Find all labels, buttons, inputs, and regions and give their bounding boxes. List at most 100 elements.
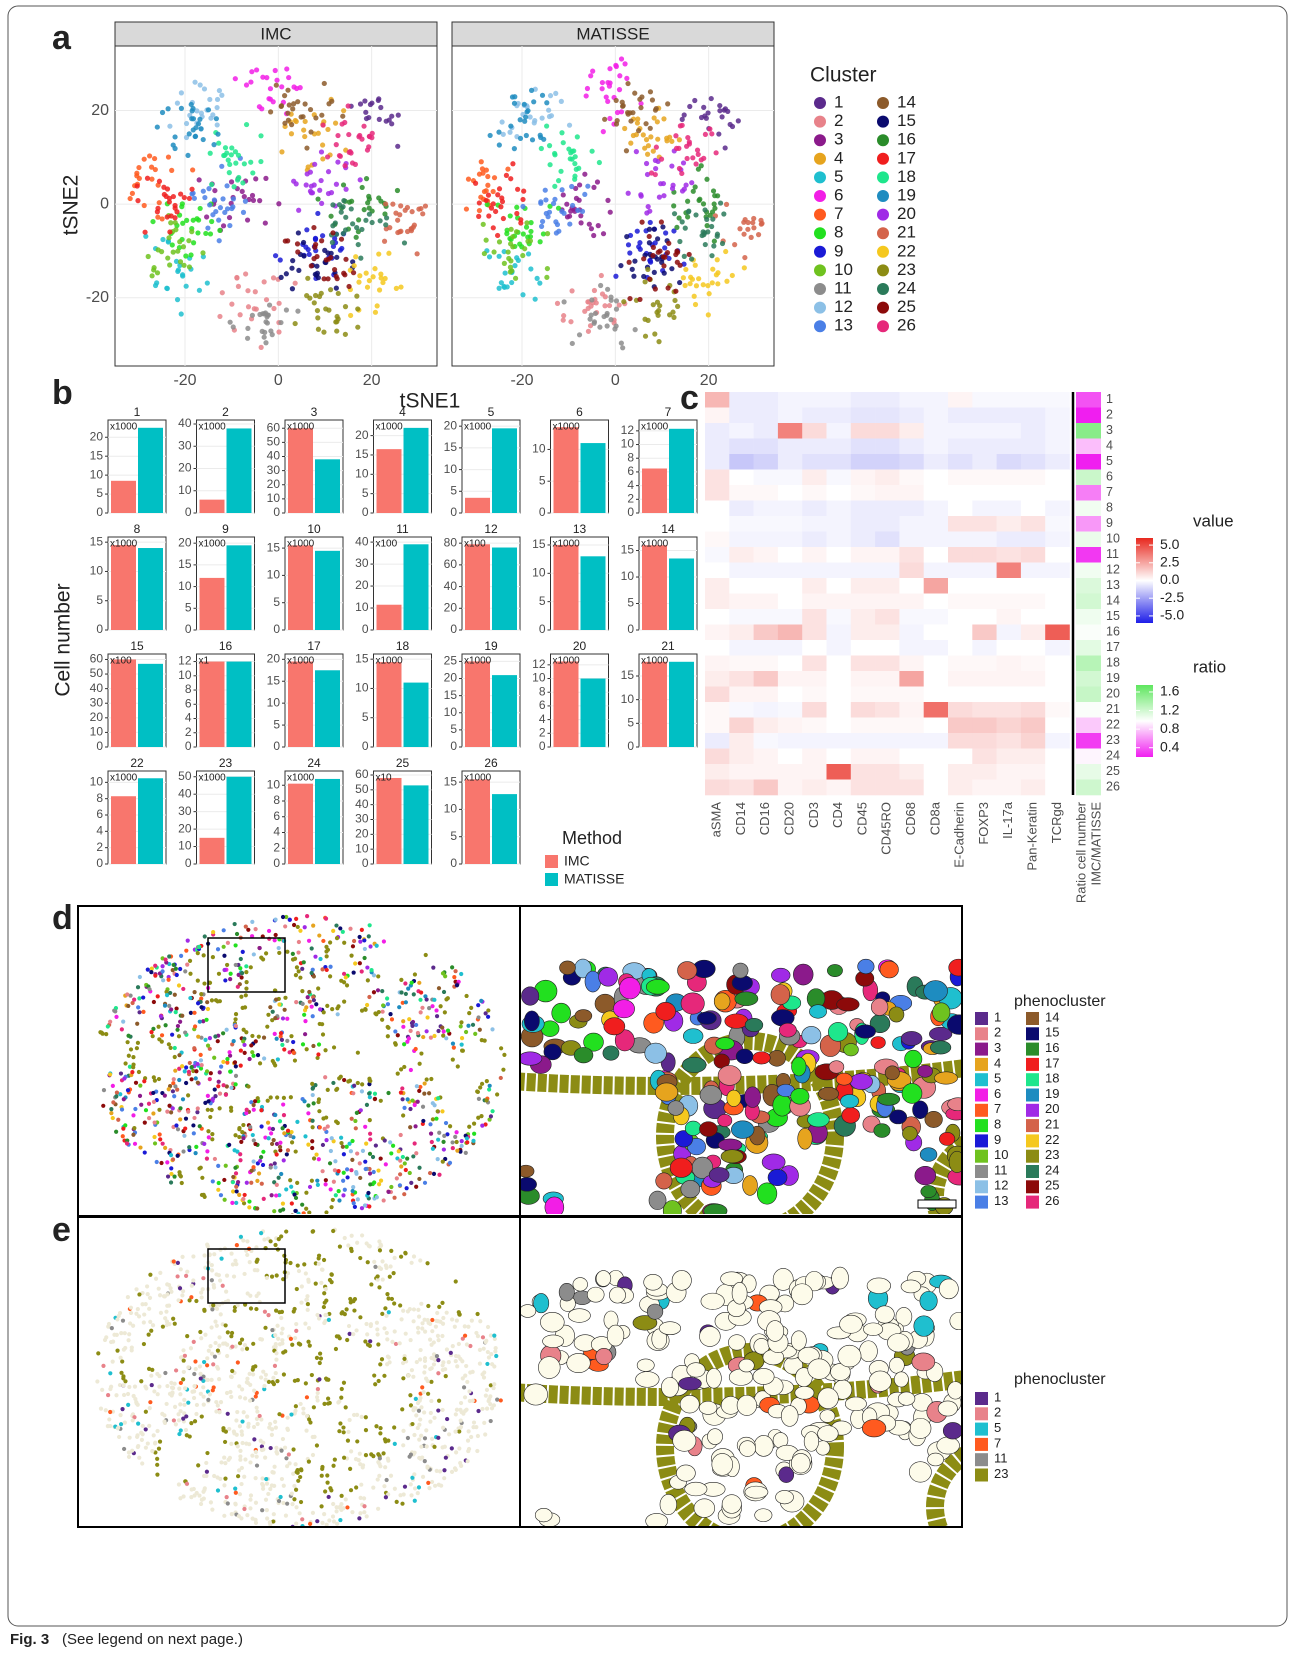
tsne-texture-dot [201, 189, 206, 194]
cell-dot [286, 1148, 290, 1152]
cell-dot [310, 971, 314, 975]
legend-tick-label: 0.0 [1160, 571, 1180, 587]
cell-dot [225, 1354, 229, 1358]
heatmap-cell [972, 594, 997, 610]
tsne-texture-dot [514, 205, 519, 210]
scale-label: x1000 [287, 773, 315, 784]
tsne-texture-dot [530, 137, 535, 142]
heatmap-cell [802, 439, 827, 455]
cell-dot [181, 1149, 185, 1153]
cell-dot [312, 1101, 316, 1105]
heatmap-cell [778, 392, 803, 408]
tsne-texture-dot [157, 200, 162, 205]
cell-dot [368, 1182, 372, 1186]
cell-dot [317, 1262, 321, 1266]
cell-dot [217, 1181, 221, 1185]
tsne-texture-dot [590, 69, 595, 74]
cell [731, 1121, 754, 1139]
cell-dot [429, 1399, 433, 1403]
tsne-texture-dot [313, 242, 318, 247]
cell-dot [454, 1279, 458, 1283]
cell-dot [471, 1399, 475, 1403]
heatmap-cell [802, 764, 827, 780]
cell-dot [448, 1124, 452, 1128]
tsne-texture-dot [653, 286, 658, 291]
cell-dot [424, 953, 428, 957]
heatmap-cell [851, 780, 876, 796]
heatmap-cell [778, 733, 803, 749]
cell-dot [290, 1201, 294, 1205]
tsne-texture-dot [175, 269, 180, 274]
cell-dot [455, 1149, 459, 1153]
cell-dot [446, 1029, 450, 1033]
cell-dot [139, 1103, 143, 1107]
cell-dot [363, 1203, 367, 1207]
cell-dot [268, 1005, 272, 1009]
cell-dot [108, 1072, 112, 1076]
cell-dot [224, 1323, 228, 1327]
legend-swatch [877, 171, 889, 183]
heatmap-cell [1021, 671, 1046, 687]
cell-dot [356, 1051, 360, 1055]
cell-dot [441, 1408, 445, 1412]
cell-dot [219, 1460, 223, 1464]
y-tick-label: 5 [185, 600, 192, 614]
cell-dot [210, 1378, 214, 1382]
cell-dot [190, 1065, 194, 1069]
tsne-texture-dot [271, 306, 276, 311]
cell [645, 1043, 667, 1063]
cell-dot [206, 1007, 210, 1011]
cell-dot [345, 1167, 349, 1171]
cell-dot [417, 1166, 421, 1170]
heatmap-cell [705, 516, 730, 532]
cell-dot [431, 1147, 435, 1151]
bar [404, 544, 429, 630]
ratio-cell [1076, 516, 1101, 532]
cell-dot [279, 1449, 283, 1453]
cell-dot [221, 1428, 225, 1432]
cell-dot [230, 1345, 234, 1349]
heatmap-cell [827, 547, 852, 563]
cell-dot [360, 1089, 364, 1093]
heatmap-cell [851, 439, 876, 455]
heatmap-cell [924, 563, 949, 579]
cell-dot [305, 1414, 309, 1418]
tsne-texture-dot [686, 209, 691, 214]
heatmap-cell [827, 609, 852, 625]
cell-dot [175, 1028, 179, 1032]
cell-dot [409, 1452, 413, 1456]
tsne-texture-dot [493, 209, 498, 214]
tsne-texture-dot [589, 297, 594, 302]
y-tick-label: 0 [185, 622, 192, 636]
cell-dot [252, 1389, 256, 1393]
cell-dot [184, 1428, 188, 1432]
cell-dot [186, 1093, 190, 1097]
tsne-texture-dot [685, 135, 690, 140]
cell-dot [262, 1237, 266, 1241]
tsne-texture-dot [135, 198, 140, 203]
cell-dot [470, 1319, 474, 1323]
tsne-texture-dot [166, 235, 171, 240]
cell-dot [294, 1000, 298, 1004]
cell-dot [489, 1419, 493, 1423]
y-tick-label: 0 [627, 739, 634, 753]
cell-dot [311, 1093, 315, 1097]
cell-dot [484, 1394, 488, 1398]
cell-dot [454, 1130, 458, 1134]
bar [465, 661, 490, 747]
tsne-texture-dot [229, 206, 234, 211]
cell-dot [211, 930, 215, 934]
cell-dot [378, 1362, 382, 1366]
cell-dot [225, 1391, 229, 1395]
cell-dot [298, 1511, 302, 1515]
cell-dot [323, 1489, 327, 1493]
tsne-texture-dot [721, 211, 726, 216]
cell-dot [245, 980, 249, 984]
tsne-texture-dot [601, 231, 606, 236]
heatmap-cell [899, 718, 924, 734]
facet-title: 10 [307, 522, 321, 536]
cell-dot [444, 1036, 448, 1040]
cell-dot [431, 1117, 435, 1121]
cell-dot [414, 1151, 418, 1155]
heatmap-cell [899, 780, 924, 796]
